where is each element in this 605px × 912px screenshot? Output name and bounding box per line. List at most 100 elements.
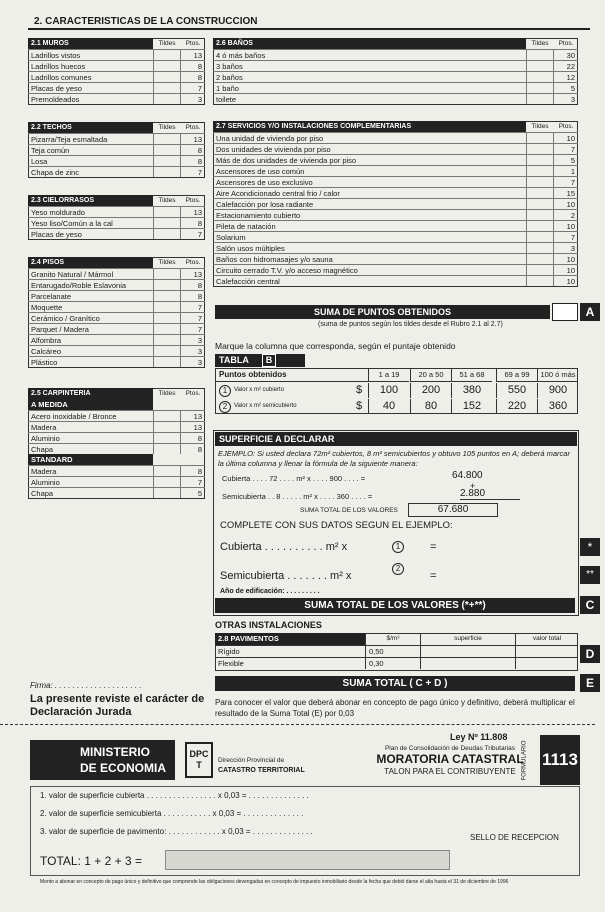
- points: 15: [554, 187, 578, 198]
- col-label: Ptos.: [185, 390, 201, 397]
- ref-circle: 1: [392, 541, 404, 553]
- tilde-cell: [153, 323, 181, 334]
- field-label: Cubierta . . . . . . . . . . m² x: [220, 541, 348, 553]
- tilde-cell: [153, 217, 181, 228]
- tilde-cell: [153, 432, 181, 443]
- plus-sign: +: [470, 481, 476, 491]
- letter-box: A: [580, 303, 600, 321]
- points: 8: [181, 71, 205, 82]
- tilde-cell: [526, 198, 554, 209]
- example: EJEMPLO: Si usted declara 72m² cubiertos…: [218, 449, 570, 468]
- declaration: La presente reviste el carácter de Decla…: [30, 693, 205, 718]
- row-label: Cerámico / Granítico: [28, 312, 153, 323]
- col-label: Tildes: [158, 390, 176, 397]
- points: 22: [554, 60, 578, 71]
- points: 10: [554, 198, 578, 209]
- price: 40: [368, 399, 409, 414]
- row-label: Teja común: [28, 144, 153, 155]
- superficie-title: SUPERFICIE A DECLARAR: [215, 432, 577, 446]
- star-box: *: [580, 538, 600, 556]
- col-label: Tildes: [158, 124, 176, 131]
- points: 13: [181, 268, 205, 279]
- price: 200: [410, 383, 451, 398]
- row-label: Baños con hidromasajes y/o sauna: [213, 253, 526, 264]
- section-title: 2.5 CARPINTERIA: [28, 388, 153, 399]
- table-title: 2.8 PAVIMENTOS: [215, 633, 365, 645]
- plan: Plan de Consolidación de Deudas Tributar…: [384, 745, 516, 752]
- example-line: Cubierta . . . . 72 . . . . m² x . . . .…: [222, 474, 366, 483]
- points: 7: [181, 301, 205, 312]
- points: 8: [181, 279, 205, 290]
- points: 10: [554, 264, 578, 275]
- points: 2: [554, 209, 578, 220]
- tilde-cell: [526, 220, 554, 231]
- row-label: Placas de yeso: [28, 228, 153, 239]
- field-label: Semicubierta . . . . . . . m² x: [220, 570, 352, 582]
- points: 3: [181, 345, 205, 356]
- section-title: 2.1 MUROS: [28, 38, 153, 49]
- tilde-cell: [153, 334, 181, 345]
- letter-box: E: [580, 674, 600, 692]
- row-label: Chapa: [28, 443, 153, 454]
- header-cell: 100 ó más: [537, 368, 578, 382]
- points: 13: [181, 49, 205, 60]
- col-label: Ptos.: [185, 40, 201, 47]
- points: 13: [181, 410, 205, 421]
- tilde-cell: [153, 279, 181, 290]
- example-total: 2.880: [460, 488, 520, 500]
- row-label: Ladrillos huecos: [28, 60, 153, 71]
- example-total: 64.800: [452, 470, 483, 481]
- header-title: 2. CARACTERISTICAS DE LA CONSTRUCCION: [28, 14, 590, 30]
- talon-box: [30, 786, 580, 876]
- points: 3: [181, 356, 205, 367]
- col-label: Ptos.: [558, 123, 574, 130]
- cell: [420, 657, 515, 669]
- superficie-box: [213, 430, 579, 616]
- row-label: Ascensores de uso exclusivo: [213, 176, 526, 187]
- row-label: Solarium: [213, 231, 526, 242]
- row-label: Plástico: [28, 356, 153, 367]
- row-label: Yeso liso/Común a la cal: [28, 217, 153, 228]
- tilde-cell: [153, 421, 181, 432]
- price: 360: [537, 399, 578, 414]
- row-label: Calcáreo: [28, 345, 153, 356]
- row-label: Dos unidades de vivienda por piso: [213, 143, 526, 154]
- points: 10: [554, 132, 578, 143]
- section-title: 2.7 SERVICIOS Y/O INSTALACIONES COMPLEME…: [213, 121, 526, 132]
- tilde-cell: [153, 206, 181, 217]
- total-box: [165, 850, 450, 870]
- tilde-cell: [153, 144, 181, 155]
- tilde-cell: [526, 165, 554, 176]
- tilde-cell: [153, 49, 181, 60]
- col-label: Tildes: [531, 40, 549, 47]
- ref-circle: 2: [392, 563, 404, 575]
- row-label: 1 baño: [213, 82, 526, 93]
- table-title: TABLA: [215, 354, 305, 367]
- section-title: 2.4 PISOS: [28, 257, 153, 268]
- points: 3: [181, 334, 205, 345]
- row-label: Más de dos unidades de vivienda por piso: [213, 154, 526, 165]
- tilde-cell: [526, 154, 554, 165]
- row-label: Parquet / Madera: [28, 323, 153, 334]
- points: 8: [181, 217, 205, 228]
- row-label: Premoldeados: [28, 93, 153, 104]
- row-label: Madera: [28, 465, 153, 476]
- points: 7: [181, 228, 205, 239]
- points: 13: [181, 421, 205, 432]
- row-label: Ascensores de uso común: [213, 165, 526, 176]
- row-label: 4 ó más baños: [213, 49, 526, 60]
- tilde-cell: [526, 253, 554, 264]
- equals: =: [430, 541, 437, 553]
- points: 10: [554, 275, 578, 286]
- points: 8: [181, 155, 205, 166]
- table-border: [215, 368, 578, 414]
- col-label: Ptos.: [185, 259, 201, 266]
- cut-line: [0, 724, 595, 725]
- instruction: Marque la columna que corresponda, según…: [215, 341, 456, 351]
- row-label: Chapa: [28, 487, 153, 498]
- section-title: 2.2 TECHOS: [28, 122, 153, 133]
- tilde-cell: [153, 443, 181, 454]
- row-label: Alfombra: [28, 334, 153, 345]
- note: (suma de puntos según los tildes desde e…: [318, 321, 503, 328]
- row-label: 3 baños: [213, 60, 526, 71]
